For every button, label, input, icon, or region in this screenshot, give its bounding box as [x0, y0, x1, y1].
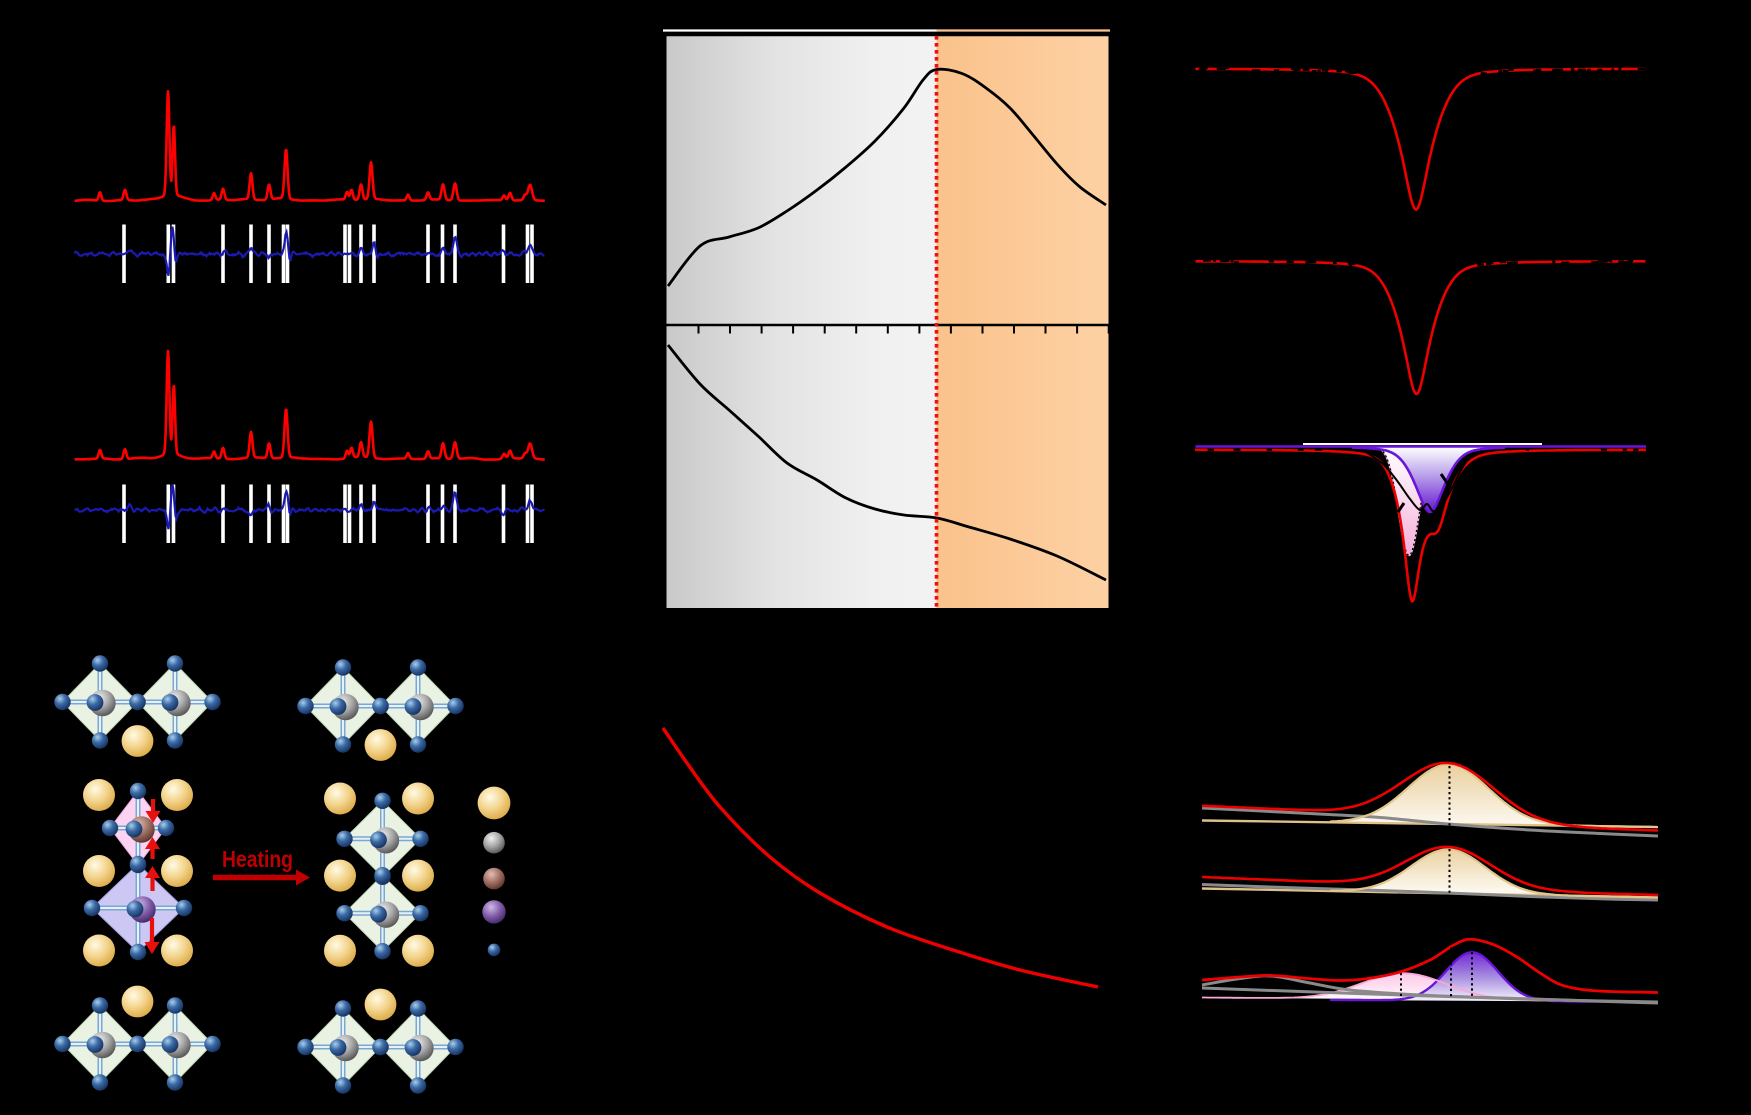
svg-text:Heating: Heating — [222, 846, 293, 872]
